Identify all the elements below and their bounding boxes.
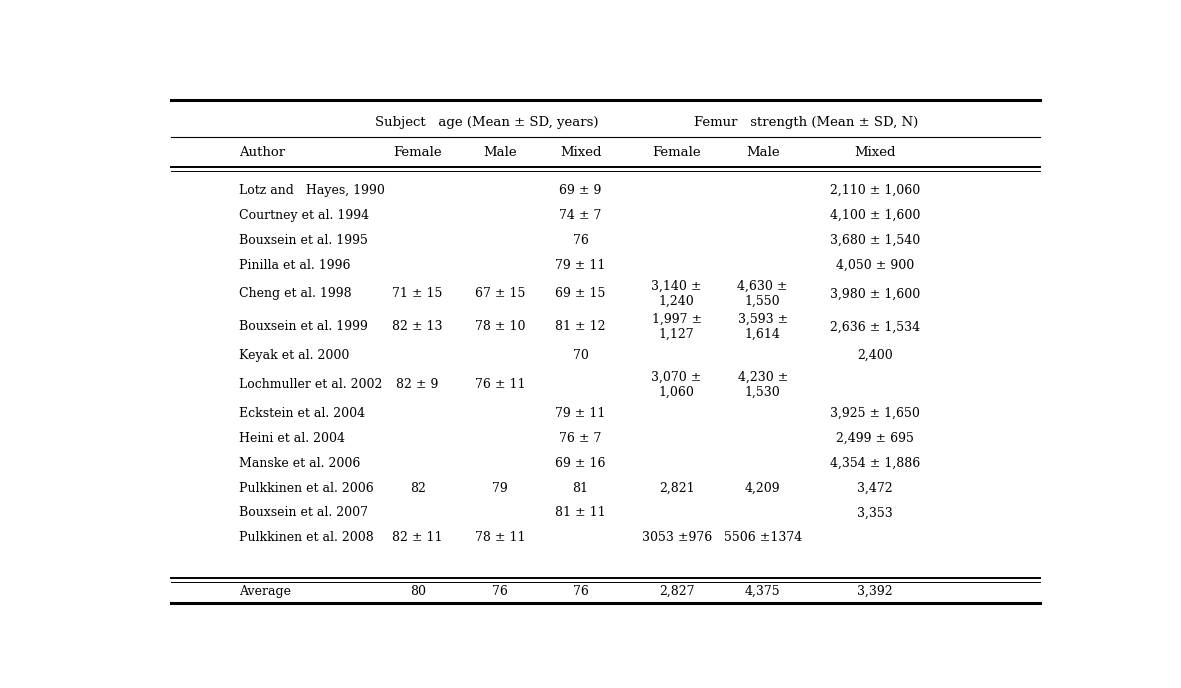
- Text: Mixed: Mixed: [560, 146, 601, 159]
- Text: 3,680 ± 1,540: 3,680 ± 1,540: [830, 234, 920, 247]
- Text: 67 ± 15: 67 ± 15: [475, 288, 526, 301]
- Text: 76: 76: [492, 585, 508, 598]
- Text: 78 ± 10: 78 ± 10: [475, 321, 526, 333]
- Text: 76 ± 7: 76 ± 7: [560, 432, 602, 445]
- Text: 4,354 ± 1,886: 4,354 ± 1,886: [830, 457, 920, 470]
- Text: 4,230 ±
1,530: 4,230 ± 1,530: [737, 371, 788, 398]
- Text: 4,375: 4,375: [745, 585, 781, 598]
- Text: 78 ± 11: 78 ± 11: [475, 531, 526, 544]
- Text: Lochmuller et al. 2002: Lochmuller et al. 2002: [239, 378, 383, 391]
- Text: Bouxsein et al. 2007: Bouxsein et al. 2007: [239, 506, 368, 519]
- Text: Eckstein et al. 2004: Eckstein et al. 2004: [239, 407, 365, 420]
- Text: 5506 ±1374: 5506 ±1374: [724, 531, 802, 544]
- Text: 3,925 ± 1,650: 3,925 ± 1,650: [830, 407, 920, 420]
- Text: 82 ± 11: 82 ± 11: [392, 531, 443, 544]
- Text: 2,400: 2,400: [857, 349, 893, 362]
- Text: 81 ± 12: 81 ± 12: [555, 321, 606, 333]
- Text: Male: Male: [483, 146, 517, 159]
- Text: 1,997 ±
1,127: 1,997 ± 1,127: [652, 313, 702, 341]
- Text: 79 ± 11: 79 ± 11: [555, 407, 606, 420]
- Text: Subject   age (Mean ± SD, years): Subject age (Mean ± SD, years): [374, 116, 598, 129]
- Text: 3053 ±976: 3053 ±976: [641, 531, 712, 544]
- Text: Female: Female: [652, 146, 702, 159]
- Text: 2,636 ± 1,534: 2,636 ± 1,534: [830, 321, 920, 333]
- Text: 3,472: 3,472: [857, 482, 893, 495]
- Text: Bouxsein et al. 1999: Bouxsein et al. 1999: [239, 321, 368, 333]
- Text: 79 ± 11: 79 ± 11: [555, 259, 606, 272]
- Text: 76: 76: [573, 585, 588, 598]
- Text: 81: 81: [573, 482, 588, 495]
- Text: 76 ± 11: 76 ± 11: [475, 378, 526, 391]
- Text: 69 ± 9: 69 ± 9: [560, 184, 602, 197]
- Text: 4,209: 4,209: [745, 482, 781, 495]
- Text: 69 ± 15: 69 ± 15: [555, 288, 606, 301]
- Text: 70: 70: [573, 349, 588, 362]
- Text: Courtney et al. 1994: Courtney et al. 1994: [239, 208, 370, 222]
- Text: 3,070 ±
1,060: 3,070 ± 1,060: [652, 371, 702, 398]
- Text: 81 ± 11: 81 ± 11: [555, 506, 606, 519]
- Text: 76: 76: [573, 234, 588, 247]
- Text: Lotz and   Hayes, 1990: Lotz and Hayes, 1990: [239, 184, 385, 197]
- Text: Female: Female: [393, 146, 442, 159]
- Text: Mixed: Mixed: [855, 146, 896, 159]
- Text: 82 ± 9: 82 ± 9: [397, 378, 439, 391]
- Text: 3,980 ± 1,600: 3,980 ± 1,600: [830, 288, 920, 301]
- Text: 80: 80: [410, 585, 425, 598]
- Text: 4,630 ±
1,550: 4,630 ± 1,550: [737, 280, 788, 308]
- Text: 3,353: 3,353: [857, 506, 893, 519]
- Text: Bouxsein et al. 1995: Bouxsein et al. 1995: [239, 234, 368, 247]
- Text: 74 ± 7: 74 ± 7: [560, 208, 602, 222]
- Text: 3,140 ±
1,240: 3,140 ± 1,240: [652, 280, 702, 308]
- Text: Pulkkinen et al. 2006: Pulkkinen et al. 2006: [239, 482, 374, 495]
- Text: Cheng et al. 1998: Cheng et al. 1998: [239, 288, 352, 301]
- Text: Author: Author: [239, 146, 286, 159]
- Text: 4,100 ± 1,600: 4,100 ± 1,600: [830, 208, 920, 222]
- Text: 2,821: 2,821: [659, 482, 694, 495]
- Text: Heini et al. 2004: Heini et al. 2004: [239, 432, 345, 445]
- Text: Keyak et al. 2000: Keyak et al. 2000: [239, 349, 350, 362]
- Text: 2,110 ± 1,060: 2,110 ± 1,060: [830, 184, 920, 197]
- Text: Male: Male: [746, 146, 779, 159]
- Text: Femur   strength (Mean ± SD, N): Femur strength (Mean ± SD, N): [694, 116, 919, 129]
- Text: Average: Average: [239, 585, 292, 598]
- Text: 4,050 ± 900: 4,050 ± 900: [836, 259, 914, 272]
- Text: Pulkkinen et al. 2008: Pulkkinen et al. 2008: [239, 531, 374, 544]
- Text: 82: 82: [410, 482, 425, 495]
- Text: 79: 79: [492, 482, 508, 495]
- Text: 2,499 ± 695: 2,499 ± 695: [836, 432, 914, 445]
- Text: Manske et al. 2006: Manske et al. 2006: [239, 457, 360, 470]
- Text: 3,392: 3,392: [857, 585, 893, 598]
- Text: 71 ± 15: 71 ± 15: [392, 288, 443, 301]
- Text: Pinilla et al. 1996: Pinilla et al. 1996: [239, 259, 351, 272]
- Text: 2,827: 2,827: [659, 585, 694, 598]
- Text: 69 ± 16: 69 ± 16: [555, 457, 606, 470]
- Text: 82 ± 13: 82 ± 13: [392, 321, 443, 333]
- Text: 3,593 ±
1,614: 3,593 ± 1,614: [738, 313, 788, 341]
